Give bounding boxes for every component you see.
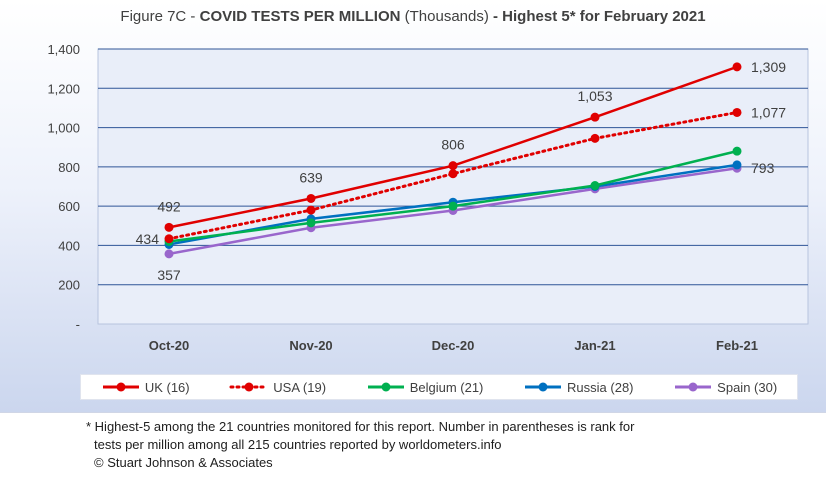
chart-title: Figure 7C - COVID TESTS PER MILLION (Tho… xyxy=(0,8,826,25)
data-point xyxy=(732,107,742,117)
y-tick-label: 400 xyxy=(58,238,80,253)
data-point xyxy=(306,193,316,203)
data-label: 357 xyxy=(157,267,181,283)
y-tick-label: 1,200 xyxy=(47,81,80,96)
data-point xyxy=(164,234,174,244)
data-label: 492 xyxy=(157,198,181,214)
data-point xyxy=(448,169,458,179)
data-label: 639 xyxy=(299,169,323,185)
legend-item: Spain (30) xyxy=(673,380,777,395)
data-label: 1,309 xyxy=(751,59,786,75)
legend-item: Belgium (21) xyxy=(366,379,484,395)
legend-item: UK (16) xyxy=(101,380,190,395)
y-tick-label: 1,400 xyxy=(47,42,80,57)
data-label: 1,077 xyxy=(751,104,786,120)
legend-label: UK (16) xyxy=(144,379,190,395)
footnote: * Highest-5 among the 21 countries monit… xyxy=(86,418,634,472)
legend-swatch xyxy=(525,382,562,392)
legend-label: USA (19) xyxy=(273,379,327,395)
y-tick-label: - xyxy=(76,317,80,332)
footnote-line-3: © Stuart Johnson & Associates xyxy=(94,455,273,470)
y-tick-label: 1,000 xyxy=(47,121,80,136)
data-label: 434 xyxy=(136,231,160,247)
y-tick-label: 200 xyxy=(58,278,80,293)
x-tick-label: Nov-20 xyxy=(289,338,332,353)
title-units: (Thousands) xyxy=(400,8,494,25)
data-point xyxy=(448,161,458,171)
legend-label: Spain (30) xyxy=(717,379,778,395)
x-tick-label: Feb-21 xyxy=(716,338,758,353)
footnote-line-1: * Highest-5 among the 21 countries monit… xyxy=(86,419,635,434)
legend-swatch xyxy=(102,382,139,392)
plot-area xyxy=(97,48,809,325)
y-tick-label: 600 xyxy=(58,199,80,214)
x-tick-label: Jan-21 xyxy=(574,338,615,353)
legend-item: Russia (28) xyxy=(523,379,634,395)
data-label: 793 xyxy=(751,160,775,176)
data-point xyxy=(590,181,600,191)
data-label: 1,053 xyxy=(577,88,612,104)
data-point xyxy=(448,201,458,211)
y-tick-label: 800 xyxy=(58,160,80,175)
data-point xyxy=(590,112,600,122)
data-point xyxy=(164,249,174,259)
legend: UK (16) USA (19) Belgium (21) Russia (28) Sp… xyxy=(80,374,798,400)
data-point xyxy=(306,205,316,215)
title-main: COVID TESTS PER MILLION xyxy=(199,8,401,25)
legend-item: USA (19) xyxy=(229,380,326,395)
data-point xyxy=(732,146,742,156)
data-point xyxy=(732,160,742,170)
legend-label: Russia (28) xyxy=(567,379,634,395)
footnote-line-2: tests per million among all 215 countrie… xyxy=(94,437,502,452)
legend-swatch xyxy=(367,382,404,392)
line-chart: - 200 400 600 800 1,000 1,200 1,400 Oct-20 Nov-20… xyxy=(47,42,809,353)
legend-label: Belgium (21) xyxy=(409,379,484,395)
data-label: 806 xyxy=(441,137,465,153)
x-tick-label: Oct-20 xyxy=(149,338,189,353)
x-tick-label: Dec-20 xyxy=(432,338,475,353)
title-subtitle: - Highest 5* for February 2021 xyxy=(493,8,706,25)
title-prefix: Figure 7C - xyxy=(120,8,200,25)
legend-swatch xyxy=(229,382,269,392)
data-point xyxy=(590,133,600,143)
data-point xyxy=(164,222,174,232)
data-point xyxy=(306,218,316,228)
legend-swatch xyxy=(675,382,712,392)
data-point xyxy=(732,62,742,72)
